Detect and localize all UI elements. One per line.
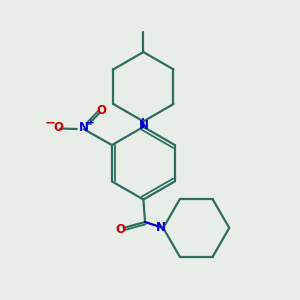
Text: −: − — [45, 116, 56, 129]
Text: N: N — [156, 221, 166, 234]
Text: O: O — [115, 223, 125, 236]
Text: O: O — [97, 103, 107, 116]
Text: N: N — [138, 119, 148, 132]
Text: N: N — [79, 121, 89, 134]
Text: +: + — [87, 118, 94, 127]
Text: O: O — [53, 121, 63, 134]
